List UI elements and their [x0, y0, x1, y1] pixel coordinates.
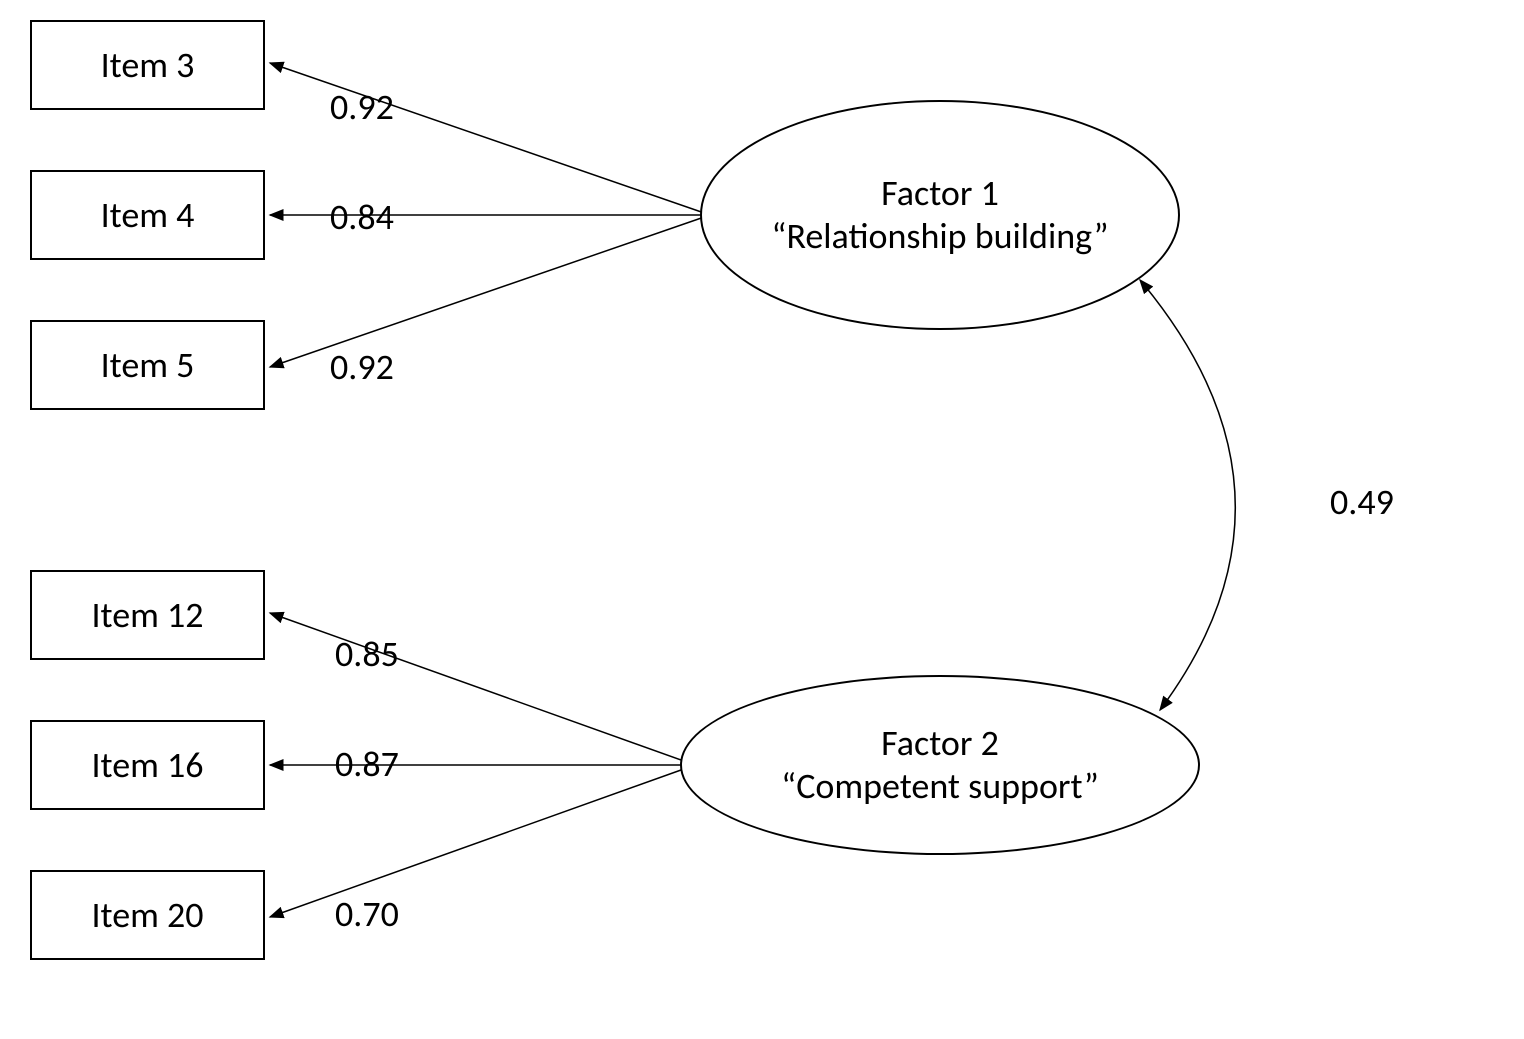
- loading-value: 0.92: [330, 85, 394, 129]
- factor-title: Factor 1: [771, 172, 1108, 215]
- item-box-item3: Item 3: [30, 20, 265, 110]
- item-box-item4: Item 4: [30, 170, 265, 260]
- item-label: Item 4: [101, 193, 195, 237]
- factor-ellipse-f2: Factor 2“Competent support”: [680, 675, 1200, 855]
- item-label: Item 3: [101, 43, 195, 87]
- loading-value: 0.84: [330, 195, 394, 239]
- item-box-item16: Item 16: [30, 720, 265, 810]
- item-label: Item 12: [91, 593, 203, 637]
- factor-subtitle: “Relationship building”: [771, 215, 1108, 258]
- loading-arrow: [270, 613, 695, 765]
- correlation-arc: [1140, 280, 1235, 710]
- item-label: Item 16: [91, 743, 203, 787]
- loading-value: 0.87: [335, 742, 399, 786]
- factor-title: Factor 2: [781, 722, 1099, 765]
- item-box-item20: Item 20: [30, 870, 265, 960]
- item-box-item12: Item 12: [30, 570, 265, 660]
- loading-value: 0.70: [335, 892, 399, 936]
- factor-subtitle: “Competent support”: [781, 765, 1099, 808]
- item-label: Item 20: [91, 893, 203, 937]
- correlation-value: 0.49: [1330, 480, 1394, 524]
- loading-value: 0.85: [335, 632, 399, 676]
- loading-arrow: [270, 765, 695, 917]
- loading-value: 0.92: [330, 345, 394, 389]
- item-box-item5: Item 5: [30, 320, 265, 410]
- factor-ellipse-f1: Factor 1“Relationship building”: [700, 100, 1180, 330]
- item-label: Item 5: [101, 343, 195, 387]
